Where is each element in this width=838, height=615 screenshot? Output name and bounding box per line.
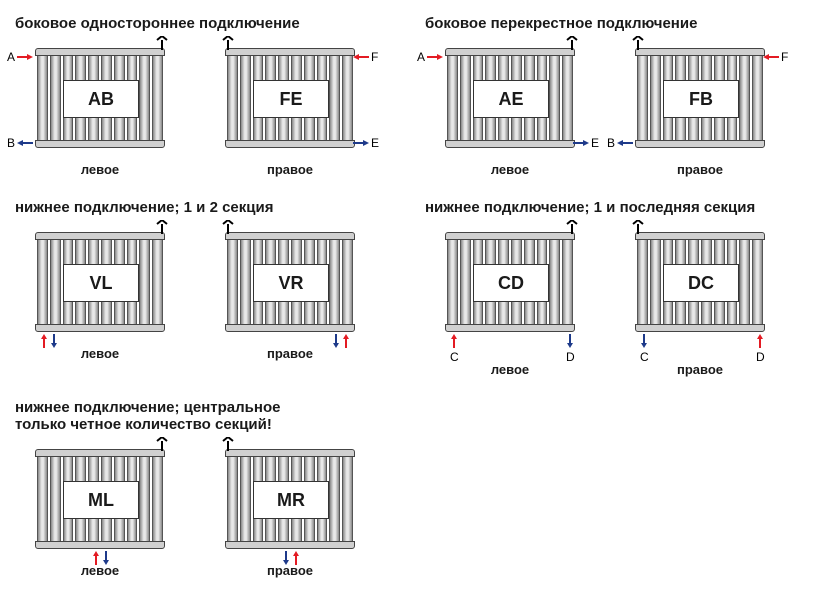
radiator-mr: MR <box>205 441 375 561</box>
air-valve-icon <box>631 220 645 230</box>
flow-arrow-e: E <box>573 136 599 150</box>
radiator-unit: ABA B левое <box>15 40 185 177</box>
bottom-flow-arrows <box>283 551 299 565</box>
radiator-caption: левое <box>81 162 119 177</box>
connection-group: боковое перекрестное подключение AEA E лев… <box>425 15 805 177</box>
radiator-fe: FE F E <box>205 40 375 160</box>
code-label: VL <box>63 264 139 302</box>
bottom-flow-c <box>451 334 457 348</box>
bottom-flow-c <box>641 334 647 348</box>
bottom-flow-arrows <box>333 334 349 348</box>
bottom-flow-d <box>757 334 763 348</box>
radiator-ab: ABA B <box>15 40 185 160</box>
diagram-row: нижнее подключение; 1 и 2 секция VL левое… <box>15 199 823 377</box>
flow-arrow-b: B <box>7 136 33 150</box>
code-label: ML <box>63 481 139 519</box>
radiator-unit: MR правое <box>205 441 375 578</box>
air-valve-icon <box>221 220 235 230</box>
code-label: AB <box>63 80 139 118</box>
air-valve-icon <box>631 36 645 46</box>
radiator-unit: VR правое <box>205 224 375 361</box>
radiator-caption: левое <box>81 563 119 578</box>
radiator-ml: ML <box>15 441 185 561</box>
radiator-unit: FB FB правое <box>615 40 785 177</box>
code-label: MR <box>253 481 329 519</box>
code-label: CD <box>473 264 549 302</box>
radiator-unit: AEA E левое <box>425 40 595 177</box>
code-label: FB <box>663 80 739 118</box>
code-label: FE <box>253 80 329 118</box>
code-label: DC <box>663 264 739 302</box>
connection-group: нижнее подключение; 1 и последняя секция… <box>425 199 805 377</box>
radiator-unit: DC C D правое <box>615 224 785 377</box>
radiator-caption: правое <box>677 362 723 377</box>
radiator-cd: CD C D <box>425 224 595 344</box>
flow-arrow-a: A <box>7 50 33 64</box>
flow-arrow-e: E <box>353 136 379 150</box>
group-title: боковое перекрестное подключение <box>425 15 805 32</box>
air-valve-icon <box>155 220 169 230</box>
group-subtitle: только четное количество секций! <box>15 416 395 433</box>
flow-arrow-b: B <box>607 136 633 150</box>
connection-group: боковое одностороннее подключение ABA B л… <box>15 15 395 177</box>
flow-arrow-f: F <box>353 50 378 64</box>
bottom-flow-arrows <box>41 334 57 348</box>
flow-arrow-f: F <box>763 50 788 64</box>
connection-group: нижнее подключение; центральноетолько че… <box>15 399 395 578</box>
radiator-unit: ML левое <box>15 441 185 578</box>
radiator-unit: CD C D левое <box>425 224 595 377</box>
air-valve-icon <box>155 36 169 46</box>
air-valve-icon <box>565 220 579 230</box>
radiator-unit: VL левое <box>15 224 185 361</box>
radiator-fb: FB FB <box>615 40 785 160</box>
code-label: AE <box>473 80 549 118</box>
flow-arrow-a: A <box>417 50 443 64</box>
diagram-row: боковое одностороннее подключениеABA B л… <box>15 15 823 177</box>
group-title: боковое одностороннее подключение <box>15 15 395 32</box>
radiator-caption: правое <box>267 346 313 361</box>
group-title: нижнее подключение; центральное <box>15 399 395 416</box>
radiator-unit: FE F E правое <box>205 40 375 177</box>
code-label: VR <box>253 264 329 302</box>
radiator-vl: VL <box>15 224 185 344</box>
radiator-dc: DC C D <box>615 224 785 344</box>
radiator-caption: левое <box>491 162 529 177</box>
radiator-caption: левое <box>81 346 119 361</box>
radiator-caption: правое <box>267 563 313 578</box>
radiator-ae: AEA E <box>425 40 595 160</box>
radiator-caption: правое <box>677 162 723 177</box>
diagram-row: нижнее подключение; центральноетолько че… <box>15 399 823 578</box>
air-valve-icon <box>565 36 579 46</box>
radiator-connection-diagram: боковое одностороннее подключениеABA B л… <box>15 15 823 578</box>
radiator-caption: правое <box>267 162 313 177</box>
bottom-flow-d <box>567 334 573 348</box>
bottom-flow-arrows <box>93 551 109 565</box>
air-valve-icon <box>155 437 169 447</box>
connection-group: нижнее подключение; 1 и 2 секция VL левое… <box>15 199 395 377</box>
air-valve-icon <box>221 36 235 46</box>
radiator-vr: VR <box>205 224 375 344</box>
group-title: нижнее подключение; 1 и последняя секция <box>425 199 805 216</box>
air-valve-icon <box>221 437 235 447</box>
group-title: нижнее подключение; 1 и 2 секция <box>15 199 395 216</box>
radiator-caption: левое <box>491 362 529 377</box>
